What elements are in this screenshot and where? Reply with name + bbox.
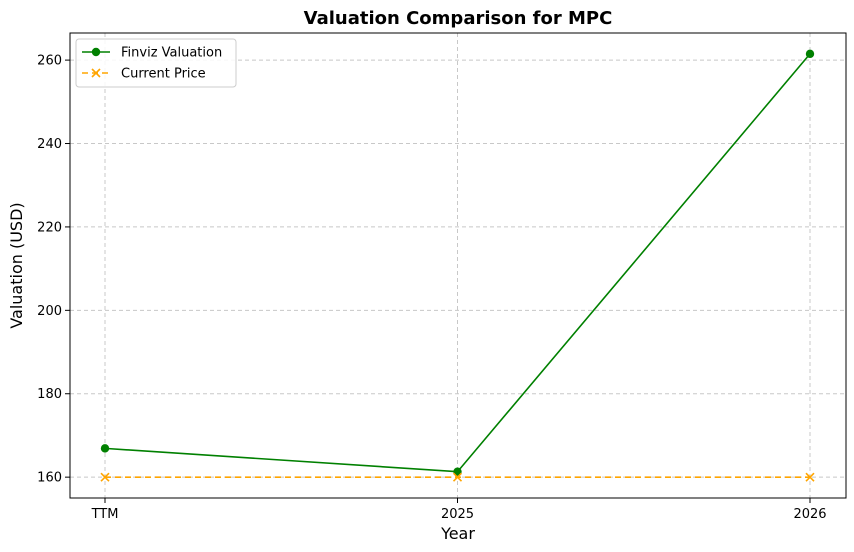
data-point [453,467,462,476]
legend-marker [91,47,101,57]
y-axis-ticks: 160 180 200 220 240 260 [37,54,70,486]
legend-label: Finviz Valuation [121,46,222,61]
x-tick-label: 2025 [441,507,474,522]
chart-title: Valuation Comparison for MPC [304,8,613,29]
y-tick-label: 220 [37,220,62,235]
y-tick-label: 160 [37,471,62,486]
data-point [805,472,815,482]
x-tick-label: TTM [91,507,119,522]
y-tick-label: 200 [37,304,62,319]
data-point [100,472,110,482]
y-tick-label: 260 [37,54,62,69]
data-point [452,472,463,482]
x-axis-ticks: TTM 2025 2026 [91,498,827,522]
legend-label: Current Price [121,67,206,82]
data-point [100,444,110,453]
y-axis-label: Valuation (USD) [7,202,26,328]
data-point [805,49,815,59]
series-line-1 [104,53,811,473]
grid [70,33,846,498]
legend: Finviz Valuation Current Price [75,38,237,88]
legend-marker [91,68,101,78]
y-tick-label: 240 [37,137,62,152]
x-tick-label: 2026 [793,507,826,522]
legend-box [75,38,237,88]
y-tick-label: 180 [37,387,62,402]
x-axis-label: Year [440,524,475,543]
series-group [100,49,815,482]
